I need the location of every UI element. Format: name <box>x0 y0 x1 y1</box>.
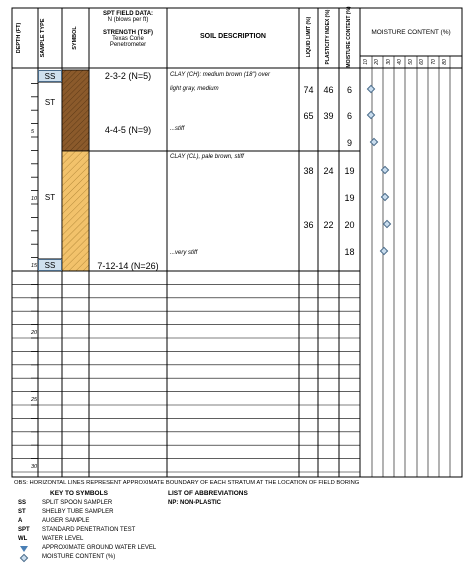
plasticity-index-value: 24 <box>323 166 334 176</box>
strength-sub2: Penetrometer <box>109 42 147 48</box>
liquid-limit-value: 38 <box>303 166 314 176</box>
sample-ss-2: SS <box>38 259 62 271</box>
key-text: SHELBY TUBE SAMPLER <box>42 509 114 515</box>
moisture-value: 6 <box>346 85 352 95</box>
key-code: A <box>18 518 23 524</box>
moisture-tick-label: 20 <box>374 59 381 65</box>
sample-st-2: ST <box>44 193 56 202</box>
moisture-value: 6 <box>346 111 352 121</box>
moisture-content-header: MOISTURE CONTENT (%) <box>346 6 352 68</box>
moisture-tick-label: 30 <box>385 59 392 65</box>
moisture-value: 19 <box>344 193 355 203</box>
sample-type-header: SAMPLE TYPE <box>40 18 46 58</box>
moisture-tick-label: 50 <box>407 59 414 65</box>
description-line: CLAY (CH): medium brown (18") over <box>170 72 270 78</box>
spt-value-1: 2-3-2 (N=5) <box>104 71 152 81</box>
moisture-value: 9 <box>346 138 352 148</box>
key-text: STANDARD PENETRATION TEST <box>42 527 136 533</box>
moisture-tick-label: 10 <box>362 59 369 65</box>
description-line: CLAY (CL), pale brown, stiff <box>170 154 244 160</box>
depth-label: 20 <box>31 330 38 336</box>
key-code: SS <box>18 500 27 506</box>
description-line: ...stiff <box>170 126 185 132</box>
key-title: KEY TO SYMBOLS <box>50 490 108 497</box>
spt-value-2: 4-4-5 (N=9) <box>104 125 152 135</box>
key-text: APPROXIMATE GROUND WATER LEVEL <box>42 545 157 551</box>
description-line: ...very stiff <box>170 250 198 256</box>
key-text: MOISTURE CONTENT (%) <box>42 554 116 560</box>
moisture-tick-label: 40 <box>396 59 403 65</box>
spt-header: SPT FIELD DATA: N (blows per ft) STRENGT… <box>89 11 167 48</box>
obs-note: OBS: HORIZONTAL LINES REPRESENT APPROXIM… <box>14 480 360 486</box>
symbol-header: SYMBOL <box>72 26 78 50</box>
liquid-limit-value: 36 <box>303 220 314 230</box>
water-level-icon <box>20 546 28 552</box>
soil-description-header: SOIL DESCRIPTION <box>200 33 266 40</box>
liquid-limit-header: LIQUID LIMIT (%) <box>306 16 312 58</box>
key-text: SPLIT SPOON SAMPLER <box>42 500 113 506</box>
moisture-value: 20 <box>344 220 355 230</box>
depth-label: 15 <box>31 263 38 269</box>
key-code: SPT <box>18 527 30 533</box>
liquid-limit-value: 74 <box>303 85 314 95</box>
moisture-tick-label: 70 <box>430 59 437 65</box>
spt-title: SPT FIELD DATA: <box>102 11 154 17</box>
abbr-np: NP: NON-PLASTIC <box>168 500 221 506</box>
moisture-tick-label: 60 <box>419 59 426 65</box>
sample-ss-1: SS <box>38 70 62 82</box>
key-code: ST <box>18 509 26 515</box>
spt-value-3: 7-12-14 (N=26) <box>97 261 159 271</box>
sample-st-1: ST <box>44 98 56 107</box>
plasticity-index-value: 46 <box>323 85 334 95</box>
moisture-tick-label: 80 <box>441 59 448 65</box>
strength-sub1: Texas Cone <box>112 36 144 42</box>
plasticity-index-value: 39 <box>323 111 334 121</box>
depth-label: 25 <box>31 397 38 403</box>
moisture-value: 19 <box>344 166 355 176</box>
key-text: AUGER SAMPLE <box>42 518 90 524</box>
moisture-value: 18 <box>344 247 355 257</box>
plasticity-index-header: PLASTICITY INDEX (%) <box>325 9 331 65</box>
key-text: WATER LEVEL <box>42 536 84 542</box>
liquid-limit-value: 65 <box>303 111 314 121</box>
spt-subtitle: N (blows per ft) <box>107 17 149 23</box>
depth-label: 10 <box>31 196 38 202</box>
depth-label: 5 <box>31 129 35 135</box>
moisture-chart-header: MOISTURE CONTENT (%) <box>371 29 451 36</box>
description-line: light gray, medium <box>170 86 219 92</box>
strength-title: STRENGTH (TSF) <box>103 30 153 36</box>
plasticity-index-value: 22 <box>323 220 334 230</box>
depth-header: DEPTH (FT) <box>16 22 22 54</box>
abbr-title: LIST OF ABBREVIATIONS <box>168 490 248 497</box>
key-code: WL <box>18 536 28 542</box>
depth-label: 30 <box>31 464 38 470</box>
